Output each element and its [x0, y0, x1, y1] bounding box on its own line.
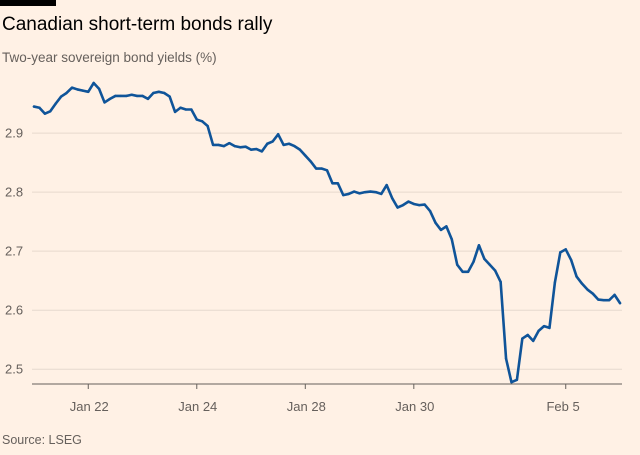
x-tick-label: Jan 30	[395, 399, 434, 414]
y-tick-label: 2.5	[5, 362, 23, 377]
x-ticks	[87, 384, 567, 389]
y-grid	[32, 132, 622, 370]
x-tick-label: Jan 28	[287, 399, 326, 414]
x-tick-label: Feb 5	[546, 399, 579, 414]
series-line-yield	[32, 81, 622, 384]
x-tick-label: Jan 24	[178, 399, 217, 414]
source-note: Source: LSEG	[2, 433, 82, 447]
y-tick-label: 2.7	[5, 244, 23, 259]
data-points	[32, 81, 622, 384]
x-tick-labels: Jan 22 Jan 24 Jan 28 Jan 30 Feb 5	[70, 399, 580, 414]
top-rule	[0, 0, 56, 6]
chart-subtitle: Two-year sovereign bond yields (%)	[2, 50, 217, 65]
chart-title: Canadian short-term bonds rally	[2, 14, 273, 35]
y-tick-label: 2.9	[5, 126, 23, 141]
y-tick-label: 2.6	[5, 303, 23, 318]
y-tick-labels: 2.5 2.6 2.7 2.8 2.9	[5, 126, 23, 377]
y-tick-label: 2.8	[5, 185, 23, 200]
x-tick-label: Jan 22	[70, 399, 109, 414]
